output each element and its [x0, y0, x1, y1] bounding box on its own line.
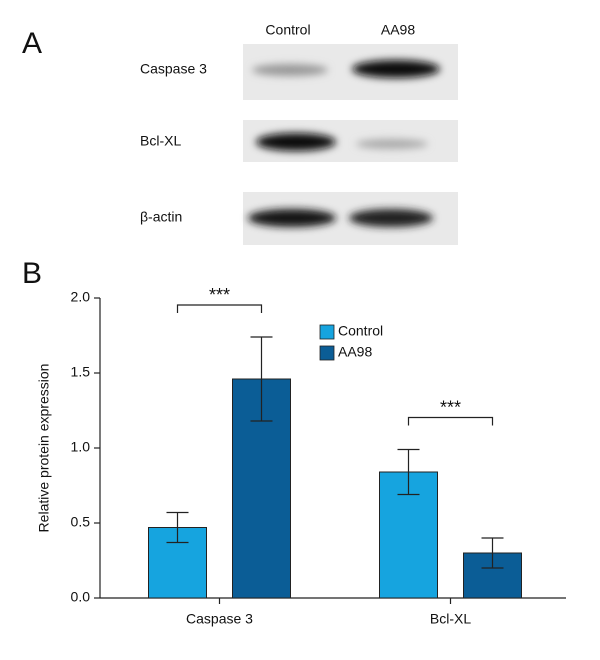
legend-label: Control — [338, 323, 383, 339]
y-axis-label: Relative protein expression — [36, 364, 52, 533]
x-tick-label: Bcl-XL — [430, 611, 471, 627]
error-bar — [397, 448, 420, 496]
error-bar — [166, 511, 189, 544]
y-tick-label: 1.0 — [71, 439, 91, 455]
significance-label: *** — [440, 397, 461, 417]
y-tick-label: 0.5 — [71, 514, 91, 530]
x-tick-label: Caspase 3 — [186, 611, 253, 627]
blot-row-label: Caspase 3 — [140, 61, 207, 77]
significance-bracket — [176, 304, 263, 313]
legend-label: AA98 — [338, 344, 372, 360]
legend-swatch — [319, 345, 335, 361]
blot-row-label: Bcl-XL — [140, 133, 181, 149]
y-tick-label: 2.0 — [71, 289, 91, 305]
y-tick-label: 0.0 — [71, 589, 91, 605]
blot — [243, 44, 458, 245]
significance-bracket — [407, 416, 494, 426]
blot-column-label: Control — [265, 22, 310, 38]
significance-label: *** — [209, 285, 230, 305]
panel-label: A — [22, 27, 42, 60]
blot-column-label: AA98 — [381, 22, 415, 38]
blot-row-label: β-actin — [140, 209, 182, 225]
error-bar — [481, 537, 504, 569]
panel-label: B — [22, 257, 42, 290]
legend-swatch — [319, 324, 335, 340]
error-bar — [250, 336, 273, 422]
y-tick-label: 1.5 — [71, 364, 91, 380]
